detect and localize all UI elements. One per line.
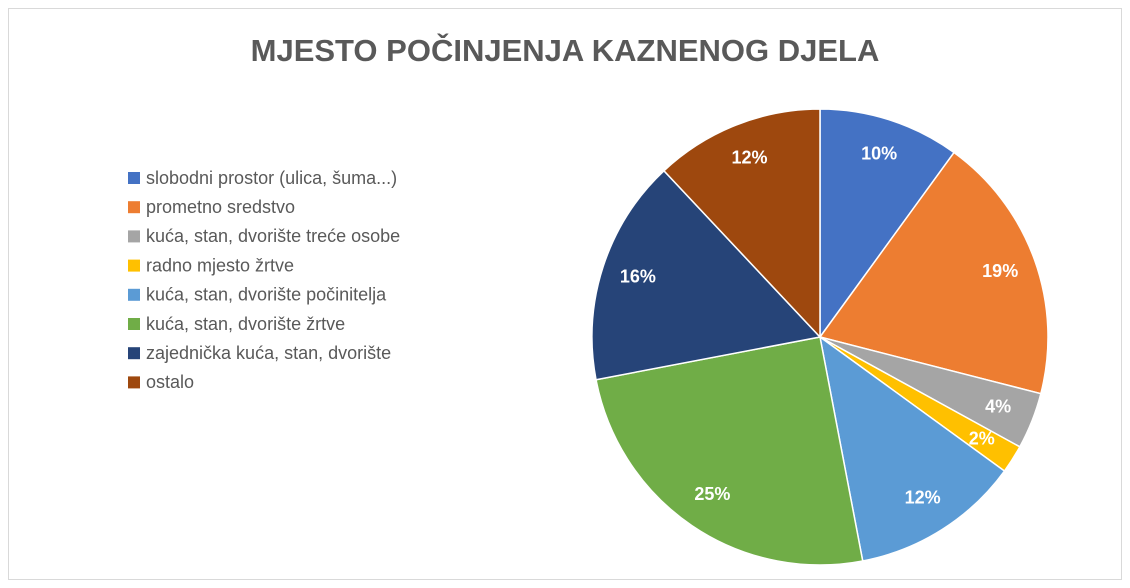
legend-label: kuća, stan, dvorište treće osobe [146,226,400,246]
legend-swatch [128,201,140,214]
data-label: 25% [694,484,730,504]
data-label: 4% [985,396,1011,416]
legend-swatch [128,376,140,389]
pie-slice [818,151,1049,395]
legend-label: kuća, stan, dvorište žrtve [146,314,345,334]
data-label: 16% [620,267,656,287]
data-label: 12% [731,148,767,168]
legend-label: radno mjesto žrtve [146,255,294,275]
data-label: 12% [905,487,941,507]
pie-slice [819,108,956,340]
legend-swatch [128,259,140,272]
data-label: 10% [861,144,897,164]
legend-label: zajednička kuća, stan, dvorište [146,343,391,363]
data-label: 2% [969,428,995,448]
legend-swatch [128,318,140,330]
pie-slice [595,336,864,566]
legend-label: ostalo [146,372,194,392]
legend-label: slobodni prostor (ulica, šuma...) [146,168,397,188]
pie-slice [818,335,1006,562]
legend-label: prometno sredstvo [146,197,295,217]
pie-slice [591,169,822,381]
pie-slice [662,108,821,339]
legend-swatch [128,172,140,184]
data-label: 19% [982,261,1018,281]
legend-swatch [128,288,140,301]
legend-label: kuća, stan, dvorište počinitelja [146,285,387,305]
chart-title: MJESTO POČINJENJA KAZNENOG DJELA [251,32,880,68]
legend-swatch [128,230,140,243]
legend-swatch [128,347,140,360]
